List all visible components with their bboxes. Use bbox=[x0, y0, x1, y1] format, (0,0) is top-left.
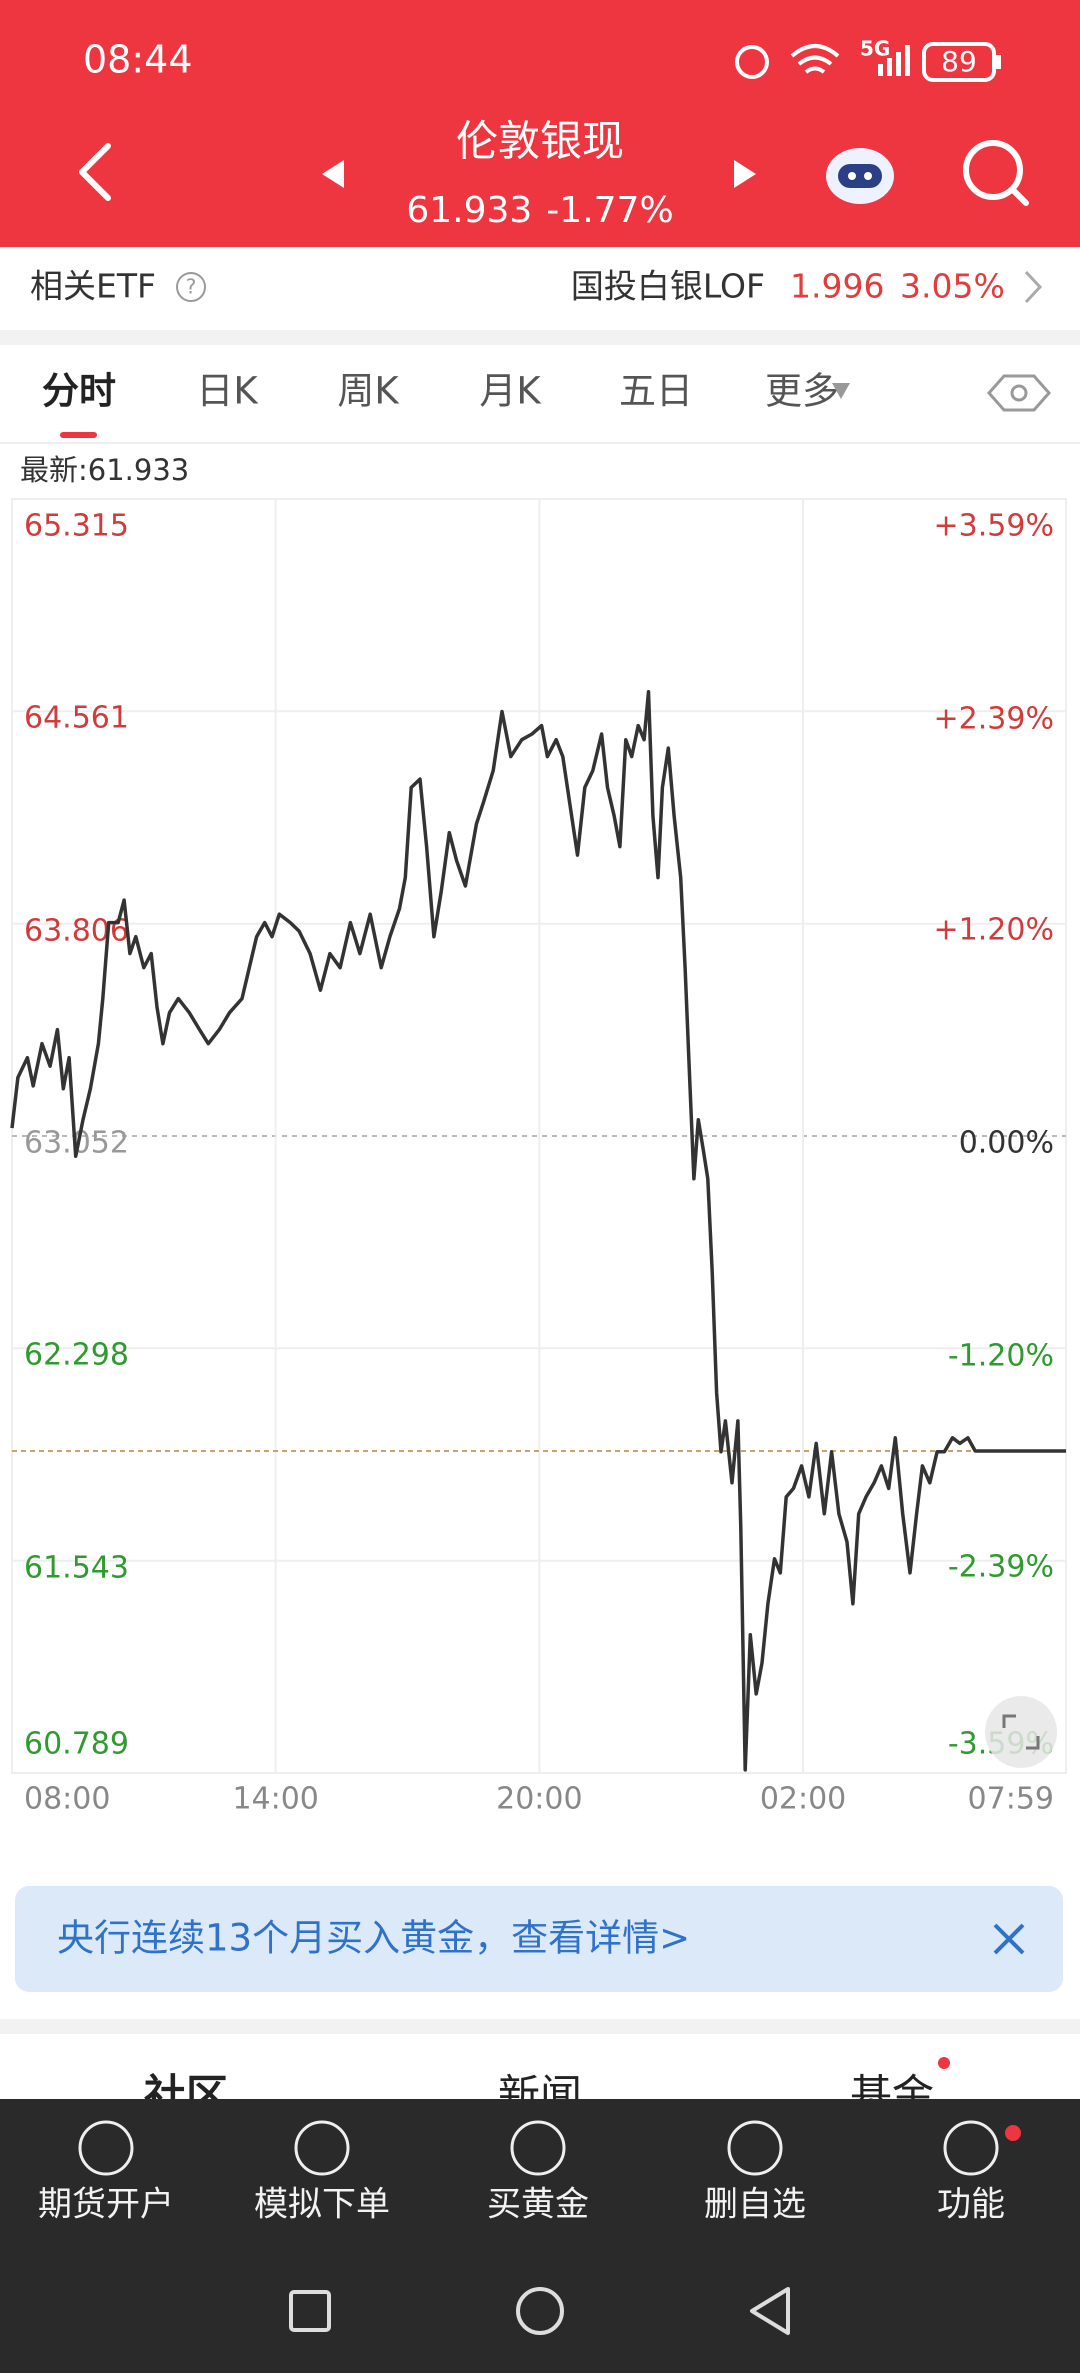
action-icon bbox=[510, 2120, 566, 2176]
tab[interactable]: 五日 bbox=[619, 370, 693, 413]
action-icon bbox=[943, 2120, 999, 2176]
y-tick-label: 62.298 bbox=[24, 1338, 129, 1373]
nav-recent[interactable] bbox=[289, 2290, 331, 2332]
system-nav bbox=[289, 2287, 790, 2335]
y2-tick-label: -2.39% bbox=[948, 1550, 1054, 1585]
assistant-eye bbox=[864, 172, 872, 180]
back-button[interactable] bbox=[79, 143, 111, 201]
etf-label: 相关ETF bbox=[30, 267, 156, 306]
x-tick-label: 14:00 bbox=[232, 1782, 318, 1817]
tab-bar: 分时 日K 周K 月K 五日 更多 bbox=[42, 370, 839, 413]
header-background bbox=[0, 0, 1080, 247]
chart: 65.31564.56163.80663.05262.29861.54360.7… bbox=[10, 498, 1067, 1817]
nav-home[interactable] bbox=[516, 2287, 564, 2335]
y2-tick-label: 0.00% bbox=[959, 1126, 1054, 1161]
assistant-eye bbox=[848, 172, 856, 180]
tab[interactable]: 月K bbox=[479, 370, 542, 413]
status-icons bbox=[735, 42, 1001, 82]
etf-fund[interactable]: 国投白银LOF bbox=[571, 267, 765, 306]
fullscreen-button[interactable] bbox=[985, 1696, 1057, 1768]
status-time: 08:44 bbox=[83, 38, 193, 82]
separator bbox=[0, 2019, 1080, 2034]
y-tick-label: 63.806 bbox=[24, 913, 129, 948]
price-line bbox=[10, 690, 1066, 1772]
tab-indicator bbox=[60, 432, 97, 438]
bottom-bar bbox=[0, 2099, 1080, 2373]
y2-tick-label: -1.20% bbox=[948, 1338, 1054, 1373]
notification-dot bbox=[938, 2057, 950, 2069]
tab[interactable]: 更多 bbox=[765, 370, 839, 413]
fullscreen-icon bbox=[1002, 1714, 1040, 1750]
y-tick-label: 61.543 bbox=[24, 1550, 129, 1585]
banner-text[interactable]: 央行连续13个月买入黄金，查看详情> bbox=[57, 1917, 690, 1960]
action-icon bbox=[78, 2120, 134, 2176]
status-battery: 89 bbox=[941, 45, 977, 78]
previous-button[interactable] bbox=[322, 160, 344, 188]
etf-arrow[interactable] bbox=[1024, 270, 1043, 304]
action-icon bbox=[727, 2120, 783, 2176]
y-tick-label: 60.789 bbox=[24, 1727, 129, 1762]
action-label[interactable]: 模拟下单 bbox=[254, 2185, 390, 2225]
action-label[interactable]: 期货开户 bbox=[38, 2185, 174, 2225]
nav-back[interactable] bbox=[750, 2287, 790, 2335]
status-network: 5G bbox=[860, 37, 890, 61]
latest-value: 61.933 bbox=[88, 453, 189, 487]
x-tick-label: 08:00 bbox=[24, 1782, 110, 1817]
settings-button[interactable] bbox=[986, 374, 1052, 412]
banner[interactable] bbox=[15, 1886, 1063, 1992]
assistant-face bbox=[838, 164, 882, 188]
y2-tick-label: +3.59% bbox=[934, 509, 1054, 544]
action-label[interactable]: 功能 bbox=[937, 2185, 1005, 2225]
notification-dot bbox=[1005, 2125, 1021, 2141]
header-price: 61.933 bbox=[406, 190, 532, 231]
y-tick-label: 65.315 bbox=[24, 509, 129, 544]
action-icon bbox=[294, 2120, 350, 2176]
banner-close[interactable] bbox=[993, 1923, 1025, 1955]
latest-label: 最新:61.933 bbox=[20, 453, 189, 487]
action-label[interactable]: 买黄金 bbox=[487, 2185, 589, 2225]
latest-prefix: 最新: bbox=[20, 453, 88, 487]
assistant-button[interactable] bbox=[826, 148, 894, 204]
y2-tick-label: +2.39% bbox=[934, 701, 1054, 736]
etf-price: 1.996 bbox=[790, 267, 884, 306]
separator bbox=[0, 330, 1080, 345]
next-button[interactable] bbox=[734, 160, 756, 188]
x-tick-label: 02:00 bbox=[760, 1782, 846, 1817]
tab[interactable]: 分时 bbox=[42, 370, 116, 413]
help-icon[interactable] bbox=[176, 272, 206, 302]
header-quote: 61.933 -1.77% bbox=[406, 190, 673, 231]
more-arrow[interactable] bbox=[832, 383, 850, 399]
etf-change: 3.05% bbox=[900, 267, 1005, 306]
tab[interactable]: 日K bbox=[196, 370, 259, 413]
help-icon-mark: ? bbox=[186, 275, 197, 299]
header-title: 伦敦银现 bbox=[456, 117, 624, 166]
x-tick-label: 07:59 bbox=[968, 1782, 1054, 1817]
search-button[interactable] bbox=[963, 140, 1029, 206]
header-change: -1.77% bbox=[546, 190, 673, 231]
settings-icon bbox=[1010, 384, 1028, 402]
y-tick-label: 64.561 bbox=[24, 701, 129, 736]
tab[interactable]: 周K bbox=[337, 370, 400, 413]
action-label[interactable]: 删自选 bbox=[704, 2185, 806, 2225]
x-tick-label: 20:00 bbox=[496, 1782, 582, 1817]
y2-tick-label: +1.20% bbox=[934, 913, 1054, 948]
bottom-actions: 期货开户 模拟下单 买黄金 删自选 功能 bbox=[38, 2120, 1005, 2225]
